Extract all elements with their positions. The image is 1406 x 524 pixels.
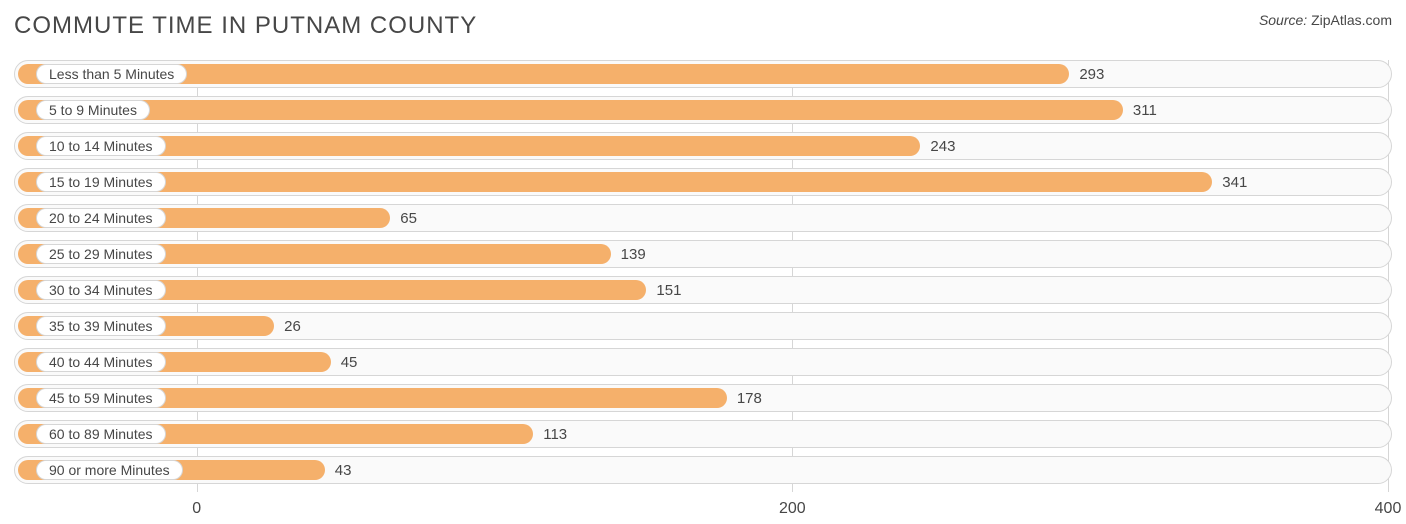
value-label: 26 <box>274 312 301 340</box>
bar-row: 15 to 19 Minutes 341 <box>14 168 1392 196</box>
category-label: 35 to 39 Minutes <box>36 316 166 336</box>
category-label: 25 to 29 Minutes <box>36 244 166 264</box>
value-label: 243 <box>920 132 955 160</box>
x-tick-label: 400 <box>1375 500 1402 518</box>
value-label: 113 <box>533 420 567 448</box>
bar-row: 10 to 14 Minutes 243 <box>14 132 1392 160</box>
category-label: 45 to 59 Minutes <box>36 388 166 408</box>
value-label: 43 <box>325 456 352 484</box>
bar <box>18 100 1123 120</box>
bar-row: Less than 5 Minutes 293 <box>14 60 1392 88</box>
chart-title: COMMUTE TIME IN PUTNAM COUNTY <box>14 12 477 40</box>
plot-area: Less than 5 Minutes 293 5 to 9 Minutes 311 1… <box>14 60 1392 492</box>
bar <box>18 172 1212 192</box>
category-label: Less than 5 Minutes <box>36 64 187 84</box>
category-label: 90 or more Minutes <box>36 460 183 480</box>
bar-row: 5 to 9 Minutes 311 <box>14 96 1392 124</box>
category-label: 60 to 89 Minutes <box>36 424 166 444</box>
bar-row: 20 to 24 Minutes 65 <box>14 204 1392 232</box>
category-label: 20 to 24 Minutes <box>36 208 166 228</box>
value-label: 65 <box>390 204 417 232</box>
category-label: 30 to 34 Minutes <box>36 280 166 300</box>
category-label: 40 to 44 Minutes <box>36 352 166 372</box>
bar-row: 40 to 44 Minutes 45 <box>14 348 1392 376</box>
category-label: 15 to 19 Minutes <box>36 172 166 192</box>
bar-row: 90 or more Minutes 43 <box>14 456 1392 484</box>
source-label: Source: <box>1259 12 1307 28</box>
chart-container: COMMUTE TIME IN PUTNAM COUNTY Source: Zi… <box>0 0 1406 524</box>
value-label: 293 <box>1069 60 1104 88</box>
value-label: 311 <box>1123 96 1157 124</box>
x-tick-label: 200 <box>779 500 806 518</box>
x-tick-label: 0 <box>192 500 201 518</box>
bar-row: 60 to 89 Minutes 113 <box>14 420 1392 448</box>
chart-header: COMMUTE TIME IN PUTNAM COUNTY Source: Zi… <box>14 12 1392 40</box>
value-label: 341 <box>1212 168 1247 196</box>
bar-row: 45 to 59 Minutes 178 <box>14 384 1392 412</box>
x-axis: 0200400 <box>14 494 1392 524</box>
bar-row: 30 to 34 Minutes 151 <box>14 276 1392 304</box>
value-label: 139 <box>611 240 646 268</box>
source-value: ZipAtlas.com <box>1311 12 1392 28</box>
category-label: 5 to 9 Minutes <box>36 100 150 120</box>
value-label: 178 <box>727 384 762 412</box>
bar-row: 35 to 39 Minutes 26 <box>14 312 1392 340</box>
chart-source: Source: ZipAtlas.com <box>1259 12 1392 28</box>
value-label: 45 <box>331 348 358 376</box>
bar-row: 25 to 29 Minutes 139 <box>14 240 1392 268</box>
category-label: 10 to 14 Minutes <box>36 136 166 156</box>
value-label: 151 <box>646 276 681 304</box>
